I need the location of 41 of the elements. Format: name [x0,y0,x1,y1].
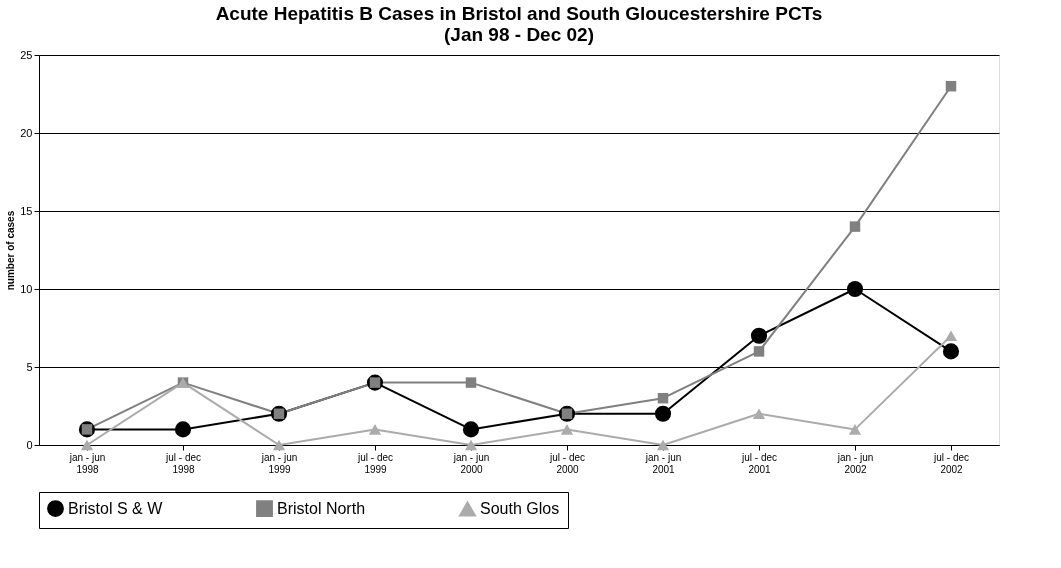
point [368,424,382,435]
x-tick-label: jan - jun 1998 [68,451,106,475]
point [465,377,477,388]
y-tick-label: 20 [20,126,33,139]
point [654,405,672,422]
point [945,80,957,92]
y-tick-label: 0 [26,438,33,451]
point [462,421,480,438]
chart-title: Acute Hepatitis B Cases in Bristol and South Gloucestershire PCTs (Jan 98 - Dec 02) [215,3,823,45]
point [846,280,864,298]
point [848,424,862,435]
point [656,439,670,451]
y-axis-title: number of cases [5,210,17,291]
x-tick-label: jul - dec 1998 [164,451,202,475]
point [942,343,960,360]
x-tick-label: jul - dec 1999 [356,451,394,475]
point [752,408,766,420]
point [174,421,192,438]
x-tick-label: jul - dec 2002 [932,451,970,475]
point [464,439,478,451]
x-tick-label: jan - jun 1999 [260,451,298,475]
x-tick-label: jul - dec 2000 [548,451,586,475]
legend-label: South Glos [480,500,560,518]
y-tick-label: 25 [20,48,33,61]
legend-label: Bristol North [277,499,366,517]
point [750,327,768,344]
point [560,424,574,435]
y-tick-label: 15 [20,204,33,217]
point [272,439,286,451]
point [849,221,861,232]
point [944,330,958,342]
point [657,392,669,404]
x-tick-label: jan - jun 2002 [836,451,874,475]
x-tick-label: jul - dec 2001 [740,451,778,475]
point [80,439,94,451]
point [753,346,765,357]
x-tick-label: jan - jun 2001 [644,451,682,475]
x-tick-label: jan - jun 2000 [452,451,490,475]
y-tick-label: 5 [26,360,33,373]
legend-label: Bristol S & W [68,499,164,517]
y-tick-label: 10 [20,282,33,295]
